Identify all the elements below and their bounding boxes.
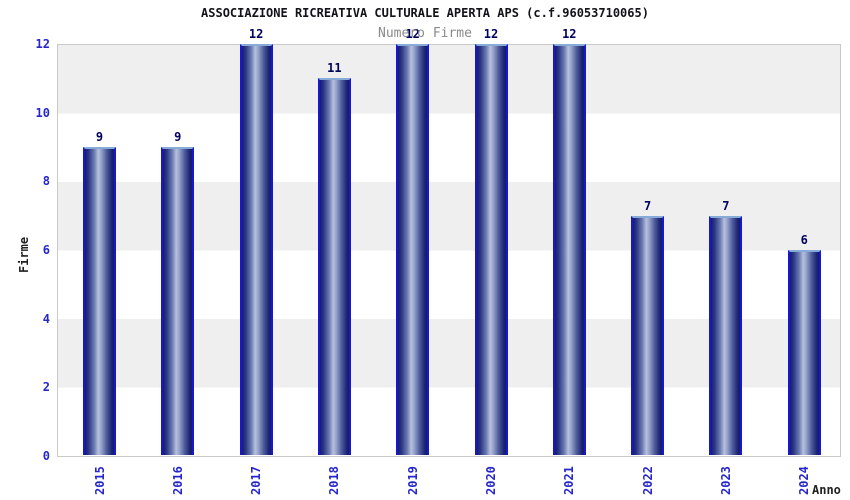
x-axis-title: Anno <box>812 483 841 497</box>
x-tick-label-2017: 2017 <box>249 466 264 496</box>
x-tick-label-2015: 2015 <box>92 466 107 496</box>
chart-title: ASSOCIAZIONE RICREATIVA CULTURALE APERTA… <box>201 6 649 20</box>
x-tick-label-2021: 2021 <box>562 466 577 496</box>
bar-value-label-2015: 9 <box>95 130 104 144</box>
x-tick-label-2022: 2022 <box>640 466 655 496</box>
y-tick-label-12: 12 <box>35 37 50 51</box>
y-tick-label-6: 6 <box>42 243 50 257</box>
x-tick-label-2023: 2023 <box>718 466 733 496</box>
x-tick-label-2019: 2019 <box>405 466 420 496</box>
y-tick-label-0: 0 <box>42 449 50 463</box>
bar-value-label-2018: 11 <box>327 61 342 76</box>
bar-2016 <box>161 147 195 455</box>
bar-value-label-2022: 7 <box>643 198 652 213</box>
bar-value-label-2017: 12 <box>248 27 264 41</box>
bar-2023 <box>709 215 743 455</box>
bar-2015 <box>83 147 116 455</box>
bar-2024 <box>787 250 821 455</box>
bar-value-label-2020: 12 <box>483 27 499 41</box>
y-tick-label-4: 4 <box>42 311 50 326</box>
y-tick-label-8: 8 <box>42 174 50 189</box>
bar-value-label-2023: 7 <box>722 198 730 213</box>
bar-2020 <box>474 44 508 455</box>
bar-2021 <box>552 44 586 455</box>
bar-2017 <box>239 44 273 455</box>
y-tick-label-2: 2 <box>42 380 50 395</box>
bar-value-label-2021: 12 <box>562 27 577 41</box>
x-tick-label-2024: 2024 <box>797 466 812 496</box>
bar-value-label-2024: 6 <box>800 233 808 247</box>
bar-2019 <box>396 44 430 455</box>
chart-subtitle: Numero Firme <box>378 26 472 41</box>
bar-2022 <box>631 215 665 455</box>
bar-2018 <box>317 78 351 455</box>
bar-value-label-2019: 12 <box>405 27 420 41</box>
x-tick-label-2018: 2018 <box>327 466 342 496</box>
x-tick-label-2016: 2016 <box>170 466 185 496</box>
y-tick-label-10: 10 <box>35 105 50 120</box>
bar-value-label-2016: 9 <box>174 130 182 144</box>
x-tick-label-2020: 2020 <box>484 466 498 496</box>
